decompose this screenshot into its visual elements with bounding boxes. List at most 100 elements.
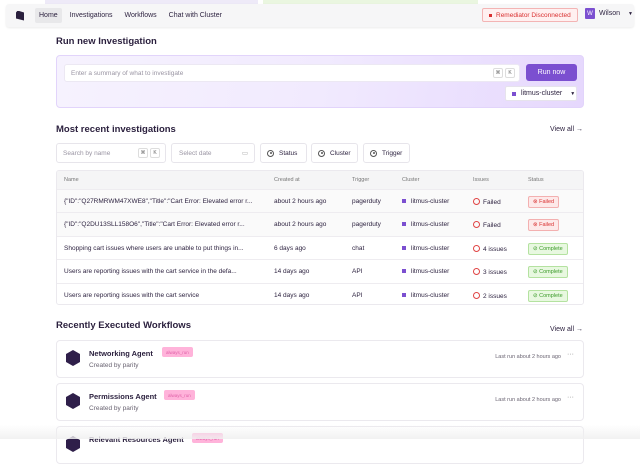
investigation-name[interactable]: Shopping cart issues where users are una… xyxy=(64,244,244,252)
trigger: API xyxy=(352,291,363,299)
agent-icon xyxy=(66,350,80,366)
cluster: litmus-cluster xyxy=(402,292,449,299)
remediator-status-badge[interactable]: Remediator Disconnected xyxy=(482,8,578,22)
investigation-name[interactable]: {"ID":"Q2DU13SLL158O6","Title":"Cart Err… xyxy=(64,221,245,229)
table-row[interactable]: {"ID":"Q27RMRWM47XWE8","Title":"Cart Err… xyxy=(57,189,583,213)
view-all-investigations-link[interactable]: View all → xyxy=(550,126,583,133)
cluster-name: litmus-cluster xyxy=(411,291,450,299)
investigation-name[interactable]: Users are reporting issues with the cart… xyxy=(64,291,200,299)
cluster-color-icon xyxy=(402,199,406,203)
workflow-name[interactable]: Permissions Agent xyxy=(89,392,157,401)
issues-text: 3 issues xyxy=(483,269,507,277)
background-panel xyxy=(45,0,258,4)
column-header[interactable]: Trigger xyxy=(352,177,370,183)
date-picker[interactable]: Select date ▭ xyxy=(171,143,255,163)
status-text: Complete xyxy=(539,245,563,252)
cluster-name: litmus-cluster xyxy=(411,244,450,252)
alert-icon xyxy=(473,244,480,252)
issues: 4 issues xyxy=(473,244,507,253)
status-text: Failed xyxy=(539,199,555,205)
column-header[interactable]: Created at xyxy=(274,177,300,183)
more-options-icon[interactable]: ··· xyxy=(567,351,574,358)
last-run: Last run about 2 hours ago xyxy=(495,354,561,360)
cluster: litmus-cluster xyxy=(402,245,449,252)
last-run: Last run about 2 hours ago xyxy=(495,397,561,403)
status-text: Complete xyxy=(539,292,563,299)
plus-circle-icon xyxy=(318,149,325,157)
background-panel xyxy=(263,0,478,4)
scroll-fade xyxy=(0,425,640,439)
issues-text: 4 issues xyxy=(483,245,507,253)
cluster-select[interactable]: litmus-cluster ▼ xyxy=(505,86,577,101)
workflow-name[interactable]: Networking Agent xyxy=(89,349,153,358)
cluster-filter-button[interactable]: Cluster xyxy=(311,143,358,163)
table-row[interactable]: Users are reporting issues with the cart… xyxy=(57,282,583,304)
filter-label: Trigger xyxy=(382,149,403,157)
cluster: litmus-cluster xyxy=(402,198,449,205)
nav-investigations[interactable]: Investigations xyxy=(69,12,113,19)
logo-icon[interactable] xyxy=(16,10,24,21)
cluster-name: litmus-cluster xyxy=(411,198,450,205)
trigger: API xyxy=(352,268,363,276)
top-nav: Home Investigations Workflows Chat with … xyxy=(6,4,634,27)
user-menu[interactable]: W Wilson ▼ xyxy=(585,8,633,19)
search-placeholder: Search by name xyxy=(63,149,111,157)
cluster-name: litmus-cluster xyxy=(411,221,450,229)
cluster-select-value: litmus-cluster xyxy=(521,90,563,97)
table-row[interactable]: Shopping cart issues where users are una… xyxy=(57,235,583,259)
investigation-summary-input[interactable]: Enter a summary of what to investigate xyxy=(64,64,520,82)
workflow-card[interactable]: Permissions Agent always_run Created by … xyxy=(56,383,584,421)
column-header[interactable]: Cluster xyxy=(402,177,420,183)
run-now-button[interactable]: Run now xyxy=(526,64,577,81)
plus-circle-icon xyxy=(370,149,377,157)
column-header[interactable]: Name xyxy=(64,177,79,183)
k-key-hint: K xyxy=(505,68,515,78)
nav-chat-with-cluster[interactable]: Chat with Cluster xyxy=(168,12,222,19)
nav-workflows[interactable]: Workflows xyxy=(124,12,157,19)
created-by: Created by parity xyxy=(89,405,139,412)
nav-home[interactable]: Home xyxy=(35,8,62,23)
column-header[interactable]: Status xyxy=(528,177,544,183)
run-investigation-panel: Enter a summary of what to investigate ⌘… xyxy=(56,55,584,108)
status-text: Complete xyxy=(539,269,563,276)
trigger: chat xyxy=(352,244,365,252)
cmd-key-hint: ⌘ xyxy=(493,68,503,78)
remediator-status-text: Remediator Disconnected xyxy=(496,11,571,19)
filter-label: Status xyxy=(279,149,298,157)
view-all-workflows-link[interactable]: View all → xyxy=(550,326,583,333)
status-badge: ⊘ Complete xyxy=(528,242,568,255)
workflow-tag: always_run xyxy=(162,347,193,357)
table-header: Name Created at Trigger Cluster Issues S… xyxy=(57,171,583,189)
chevron-down-icon: ▼ xyxy=(628,10,633,17)
run-investigation-title: Run new Investigation xyxy=(56,36,157,47)
investigation-name[interactable]: Users are reporting issues with the cart… xyxy=(64,268,237,276)
more-options-icon[interactable]: ··· xyxy=(567,394,574,401)
investigation-name[interactable]: {"ID":"Q27RMRWM47XWE8","Title":"Cart Err… xyxy=(64,198,253,205)
cluster: litmus-cluster xyxy=(402,268,449,275)
created-at: about 2 hours ago xyxy=(274,198,327,205)
arrow-right-icon: → xyxy=(575,126,583,133)
table-row[interactable]: Users are reporting issues with the cart… xyxy=(57,259,583,282)
status-filter-button[interactable]: Status xyxy=(260,143,307,163)
table-row[interactable]: {"ID":"Q2DU13SLL158O6","Title":"Cart Err… xyxy=(57,212,583,236)
arrow-right-icon: → xyxy=(575,326,583,333)
trigger-filter-button[interactable]: Trigger xyxy=(363,143,410,163)
status-badge: ⊗ Failed xyxy=(528,196,560,208)
calendar-icon: ▭ xyxy=(241,150,248,157)
view-all-label: View all xyxy=(550,326,574,333)
issues: Failed xyxy=(473,221,501,229)
workflow-tag: always_run xyxy=(164,390,195,400)
created-by: Created by parity xyxy=(89,362,139,369)
avatar: W xyxy=(585,8,595,19)
cluster-color-icon xyxy=(402,222,406,227)
recent-investigations-title: Most recent investigations xyxy=(56,124,176,135)
status-text: Failed xyxy=(539,222,555,229)
alert-icon xyxy=(473,268,480,276)
issues-text: 2 issues xyxy=(483,292,507,300)
workflow-card[interactable]: Networking Agent always_run Created by p… xyxy=(56,340,584,378)
created-at: about 2 hours ago xyxy=(274,221,327,229)
cluster-color-icon xyxy=(402,269,406,274)
cluster: litmus-cluster xyxy=(402,221,449,228)
alert-icon xyxy=(473,291,480,299)
column-header[interactable]: Issues xyxy=(473,177,489,183)
